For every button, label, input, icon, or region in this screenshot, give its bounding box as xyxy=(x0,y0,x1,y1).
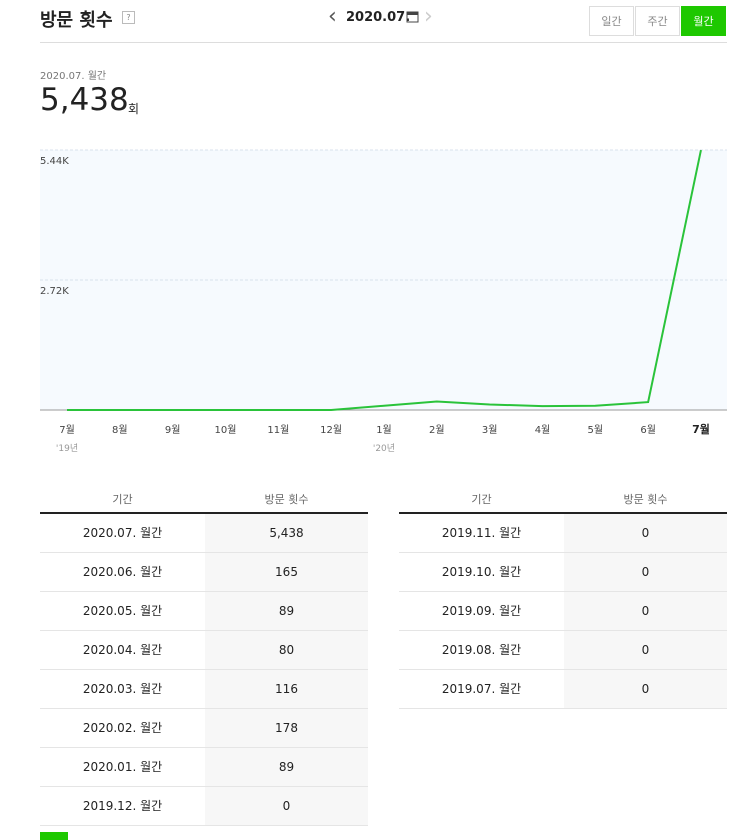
year-label: '20년 xyxy=(373,443,395,454)
x-tick-label: 7월 xyxy=(692,422,710,436)
x-tick-label: 9월 xyxy=(165,424,181,436)
table-cell: 2019.08. 월간 xyxy=(399,631,564,670)
table-cell: 0 xyxy=(205,787,368,826)
next-arrow: › xyxy=(424,4,433,29)
table-header-line xyxy=(40,512,368,514)
table-cell: 80 xyxy=(205,631,368,670)
table-cell: 2019.10. 월간 xyxy=(399,553,564,592)
chart: 2.72K 5.44K 7월 '19년 8월 9월 10월 11월 12월 1월 '20년 2월 3월 4… xyxy=(40,149,727,454)
tab[interactable]: 일간 xyxy=(589,6,634,36)
x-tick-label: 3월 xyxy=(482,424,498,436)
table-cell: 89 xyxy=(205,592,368,631)
table-header: 기간 xyxy=(112,493,133,506)
summary-period: 2020.07. 월간 xyxy=(40,71,107,82)
table-cell: 2019.11. 월간 xyxy=(399,514,564,553)
table-cell: 2020.05. 월간 xyxy=(40,592,205,631)
table-cell: 178 xyxy=(205,709,368,748)
x-tick-label: 10월 xyxy=(215,424,237,436)
calendar-icon[interactable] xyxy=(406,10,419,23)
divider xyxy=(40,42,727,43)
line-series xyxy=(67,149,702,411)
table-cell: 2019.07. 월간 xyxy=(399,670,564,709)
table-cell: 0 xyxy=(564,514,727,553)
table-cell: 0 xyxy=(564,592,727,631)
x-tick-label: 6월 xyxy=(640,424,656,436)
x-tick-label: 7월 xyxy=(59,424,75,436)
table-cell: 0 xyxy=(564,553,727,592)
y-tick-label: 5.44K xyxy=(40,156,69,167)
y-tick-label: 2.72K xyxy=(40,286,69,297)
x-tick-label: 5월 xyxy=(588,424,604,436)
table-header: 기간 xyxy=(471,493,492,506)
date-label: 2020.07. xyxy=(346,10,411,25)
table-header: 방문 횟수 xyxy=(623,493,668,506)
x-tick-label: 1월 xyxy=(376,424,392,436)
table-cell: 5,438 xyxy=(205,514,368,553)
table-cell: 116 xyxy=(205,670,368,709)
table-cell: 0 xyxy=(564,631,727,670)
table-cell: 0 xyxy=(564,670,727,709)
table-header-line xyxy=(399,512,727,514)
x-tick-label: 12월 xyxy=(320,424,342,436)
prev-arrow[interactable]: ‹ xyxy=(328,4,337,29)
page-title: 방문 횟수 xyxy=(40,10,113,31)
table-cell: 2020.07. 월간 xyxy=(40,514,205,553)
plot-background xyxy=(40,150,727,410)
help-icon[interactable]: ? xyxy=(122,11,135,24)
tab[interactable]: 주간 xyxy=(635,6,680,36)
year-label: '19년 xyxy=(56,443,78,454)
table-cell: 165 xyxy=(205,553,368,592)
table-cell: 89 xyxy=(205,748,368,787)
table-cell: 2019.12. 월간 xyxy=(40,787,205,826)
table-cell: 2020.04. 월간 xyxy=(40,631,205,670)
summary-unit: 회 xyxy=(128,102,140,116)
summary-value: 5,438 xyxy=(40,82,129,118)
table-cell: 2020.03. 월간 xyxy=(40,670,205,709)
table-cell: 2019.09. 월간 xyxy=(399,592,564,631)
table-cell: 2020.02. 월간 xyxy=(40,709,205,748)
x-tick-label: 2월 xyxy=(429,424,445,436)
x-tick-label: 8월 xyxy=(112,424,128,436)
footer-button[interactable] xyxy=(40,832,68,840)
tab[interactable]: 월간 xyxy=(681,6,726,36)
table-cell: 2020.01. 월간 xyxy=(40,748,205,787)
table-header: 방문 횟수 xyxy=(264,493,309,506)
x-tick-label: 11월 xyxy=(267,424,289,436)
x-tick-label: 4월 xyxy=(535,424,551,436)
table-cell: 2020.06. 월간 xyxy=(40,553,205,592)
